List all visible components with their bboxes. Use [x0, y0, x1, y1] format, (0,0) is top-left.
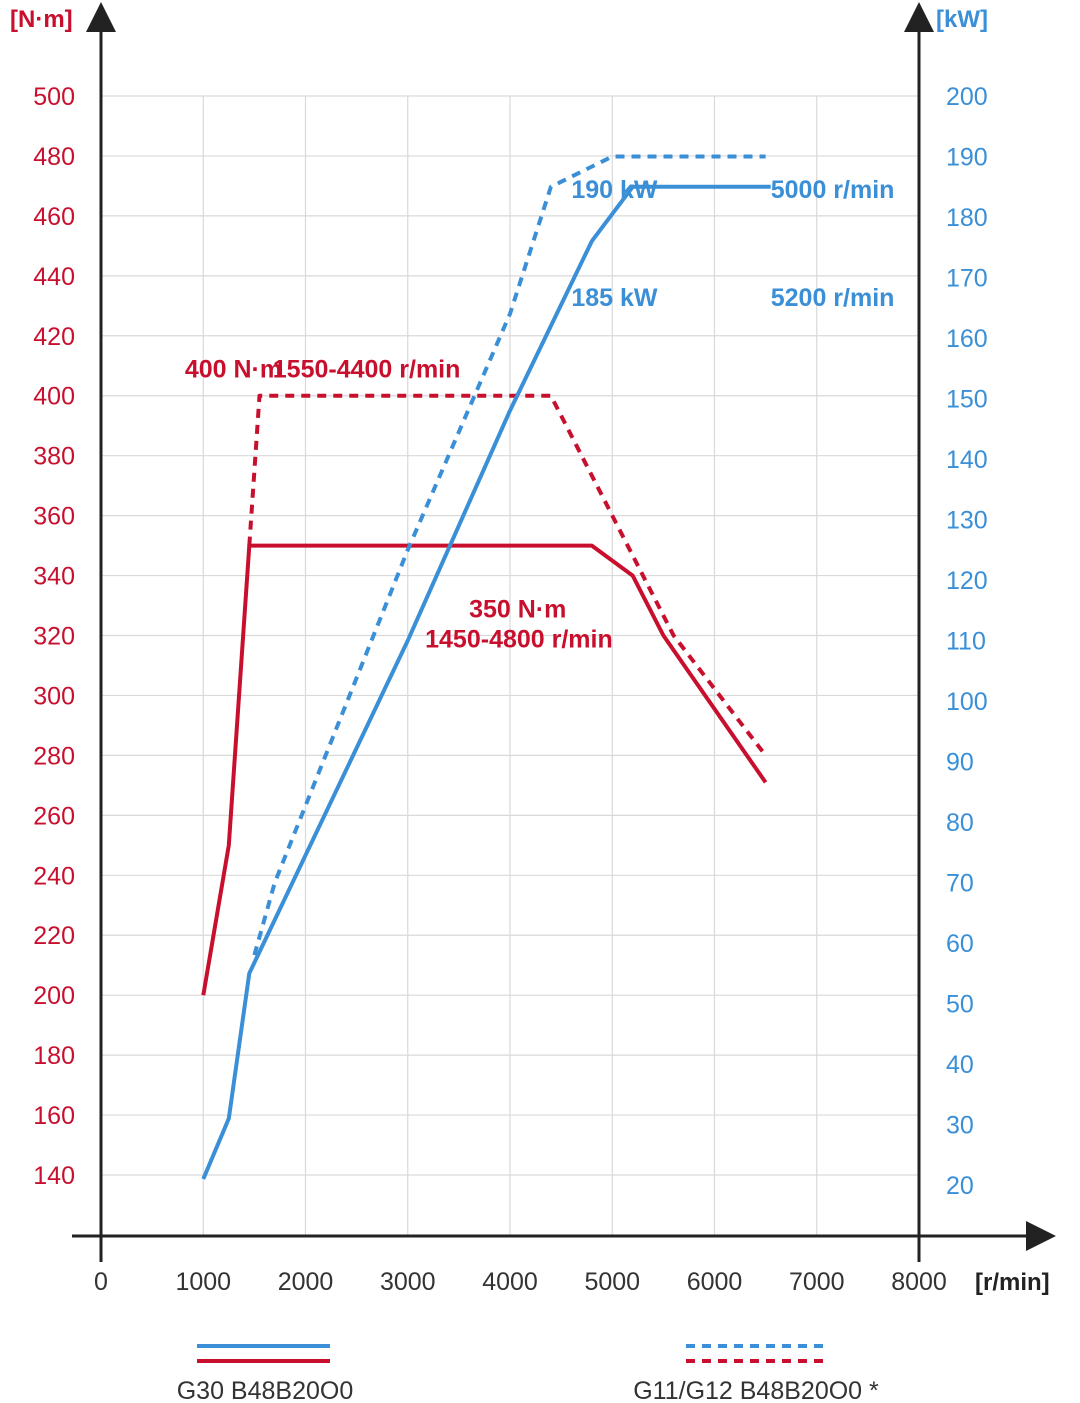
x-tick-label: 2000	[278, 1268, 334, 1296]
annotation-label: 185 kW	[571, 284, 658, 312]
left-tick-label: 240	[33, 862, 75, 890]
x-tick-label: 4000	[482, 1268, 538, 1296]
axes: 0 1000 2000 3000 4000 5000 6000 7000 8000 140 160 1…	[10, 2, 1056, 1296]
right-tick-label: 190	[946, 144, 988, 172]
x-tick-label: 0	[94, 1268, 108, 1296]
left-tick-label: 220	[33, 922, 75, 950]
left-tick-label: 460	[33, 203, 75, 231]
right-tick-label: 170	[946, 265, 988, 293]
left-tick-label: 480	[33, 143, 75, 171]
right-tick-label: 80	[946, 809, 974, 837]
power-solid-line	[201, 184, 771, 1180]
x-tick-label: 8000	[891, 1268, 947, 1296]
left-tick-label: 340	[33, 563, 75, 591]
right-tick-label: 200	[946, 83, 988, 111]
annotation-label: 1550-4400 r/min	[273, 356, 461, 384]
right-tick-label: 160	[946, 325, 988, 353]
left-tick-label: 420	[33, 323, 75, 351]
right-tick-label: 70	[946, 870, 974, 898]
left-tick-label: 320	[33, 623, 75, 651]
annotation-label: 400 N·m	[185, 356, 282, 384]
left-tick-label: 400	[33, 383, 75, 411]
left-tick-label: 300	[33, 682, 75, 710]
left-tick-label: 500	[33, 83, 75, 111]
x-tick-label: 5000	[584, 1268, 640, 1296]
left-axis-unit: [N·m]	[10, 6, 73, 33]
right-tick-label: 20	[946, 1172, 974, 1200]
legend: G30 B48B20O0 G11/G12 B48B20O0 *	[177, 1344, 879, 1403]
annotation-label: 5000 r/min	[771, 176, 895, 204]
right-tick-label: 180	[946, 204, 988, 232]
right-tick-label: 150	[946, 386, 988, 414]
annotation-label: 5200 r/min	[771, 284, 895, 312]
right-tick-label: 140	[946, 446, 988, 474]
series-lines	[201, 154, 771, 1180]
grid	[101, 95, 919, 1236]
x-axis-unit: [r/min]	[975, 1269, 1050, 1296]
left-tick-label: 160	[33, 1102, 75, 1130]
left-tick-label: 140	[33, 1162, 75, 1190]
right-tick-label: 30	[946, 1112, 974, 1140]
annotation-label: 1450-4800 r/min	[425, 626, 613, 654]
left-tick-label: 440	[33, 263, 75, 291]
left-tick-label: 260	[33, 802, 75, 830]
x-tick-label: 1000	[175, 1268, 231, 1296]
legend-label: G30 B48B20O0	[177, 1377, 354, 1403]
right-axis-unit: [kW]	[936, 6, 988, 33]
x-tick-label: 7000	[789, 1268, 845, 1296]
right-tick-label: 60	[946, 930, 974, 958]
annotation-label: 190 kW	[571, 176, 658, 204]
x-tick-label: 3000	[380, 1268, 436, 1296]
right-tick-label: 120	[946, 567, 988, 595]
right-tick-label: 40	[946, 1051, 974, 1079]
right-tick-label: 90	[946, 749, 974, 777]
torque-dashed-line	[247, 393, 768, 757]
left-tick-label: 200	[33, 982, 75, 1010]
right-tick-label: 50	[946, 991, 974, 1019]
torque-solid-line	[201, 543, 768, 996]
left-tick-label: 380	[33, 443, 75, 471]
legend-label: G11/G12 B48B20O0 *	[633, 1377, 879, 1403]
left-tick-label: 280	[33, 742, 75, 770]
left-tick-label: 360	[33, 503, 75, 531]
right-tick-label: 130	[946, 507, 988, 535]
left-tick-label: 180	[33, 1042, 75, 1070]
annotation-label: 350 N·m	[469, 596, 566, 624]
right-tick-label: 100	[946, 688, 988, 716]
right-tick-label: 110	[946, 628, 986, 656]
power-dashed-line	[252, 154, 766, 956]
x-tick-label: 6000	[687, 1268, 743, 1296]
